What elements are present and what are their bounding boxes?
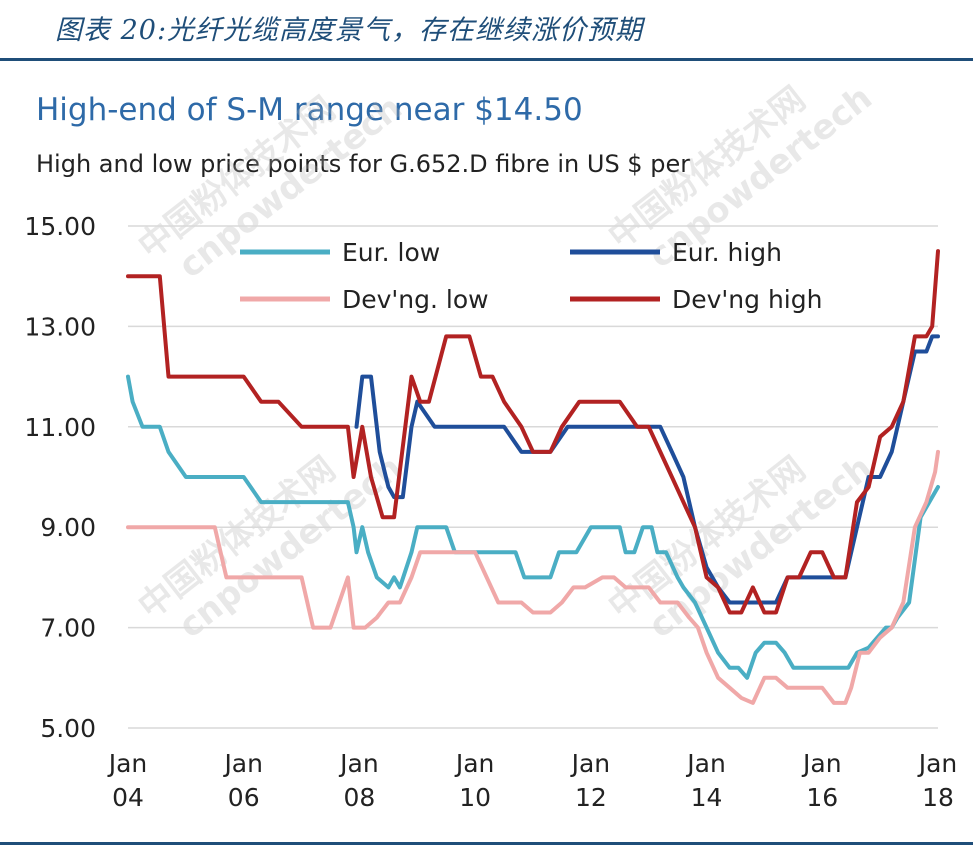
x-tick-label-year: 08 (344, 783, 376, 812)
watermark-layer: 中国粉体技术网 cnpowdertech 中国粉体技术网 cnpowdertec… (131, 78, 880, 647)
y-tick-label: 11.00 (24, 413, 96, 442)
x-tick-label-month: Jan (685, 749, 726, 778)
x-tick-label-month: Jan (454, 749, 495, 778)
figure-caption: 图表 20:光纤光缆高度景气，存在继续涨价预期 (55, 15, 644, 46)
y-tick-label: 7.00 (40, 614, 96, 643)
legend-label: Eur. low (342, 238, 440, 267)
x-tick-label-year: 18 (922, 783, 954, 812)
legend-label: Dev'ng. low (342, 285, 489, 314)
y-tick-label: 9.00 (40, 513, 96, 542)
y-axis: 5.00 7.00 9.00 11.00 13.00 15.00 (24, 212, 96, 743)
x-tick-label-year: 10 (459, 783, 491, 812)
x-tick-label-month: Jan (570, 749, 611, 778)
chart-title: High-end of S-M range near $14.50 (36, 92, 583, 128)
top-rule (0, 58, 973, 61)
x-tick-label-month: Jan (107, 749, 148, 778)
y-tick-label: 5.00 (40, 714, 96, 743)
y-tick-label: 13.00 (24, 312, 96, 341)
x-tick-label-year: 16 (806, 783, 838, 812)
series-line-eur-low (126, 374, 940, 680)
x-axis: Jan 04 Jan 06 Jan 08 Jan 10 Jan 12 Jan 14 Jan 16 Jan 18 (107, 749, 958, 812)
x-tick-label-year: 14 (691, 783, 723, 812)
legend-label: Dev'ng high (672, 285, 822, 314)
x-tick-label-month: Jan (917, 749, 958, 778)
bottom-rule (0, 842, 973, 845)
legend-label: Eur. high (672, 238, 782, 267)
x-tick-label-month: Jan (801, 749, 842, 778)
legend: Eur. low Eur. high Dev'ng. low Dev'ng high (240, 238, 822, 314)
gridlines (128, 225, 938, 729)
x-tick-label-year: 06 (228, 783, 260, 812)
x-tick-label-year: 04 (112, 783, 144, 812)
series-layer (126, 249, 940, 705)
y-tick-label: 15.00 (24, 212, 96, 241)
x-tick-label-month: Jan (338, 749, 379, 778)
chart-subtitle: High and low price points for G.652.D fi… (36, 150, 690, 178)
series-line-dev-ng-low (126, 449, 940, 705)
x-tick-label-month: Jan (222, 749, 263, 778)
x-tick-label-year: 12 (575, 783, 607, 812)
series-line-eur-high (354, 334, 940, 605)
series-line-dev-ng-high (126, 249, 940, 615)
